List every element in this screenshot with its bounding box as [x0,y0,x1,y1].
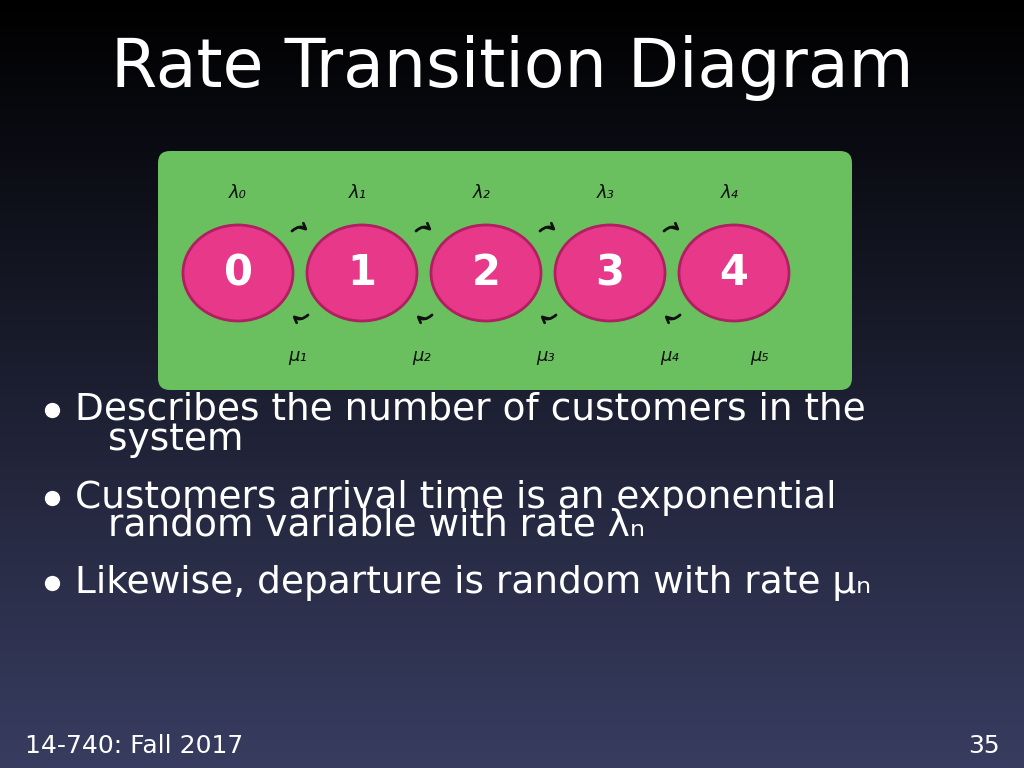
Ellipse shape [431,225,541,321]
Text: system: system [108,422,244,458]
Text: Rate Transition Diagram: Rate Transition Diagram [111,35,913,101]
Text: μ₃: μ₃ [537,347,555,365]
Text: Customers arrival time is an exponential: Customers arrival time is an exponential [75,480,837,516]
Text: λ₁: λ₁ [349,184,367,202]
Text: 1: 1 [347,252,377,294]
Text: 0: 0 [223,252,253,294]
Text: random variable with rate λₙ: random variable with rate λₙ [108,508,645,544]
Text: λ₃: λ₃ [597,184,615,202]
Text: μ₂: μ₂ [413,347,431,365]
Text: 35: 35 [969,734,1000,758]
Text: 4: 4 [720,252,749,294]
Text: 14-740: Fall 2017: 14-740: Fall 2017 [25,734,244,758]
Text: Describes the number of customers in the: Describes the number of customers in the [75,392,865,428]
Text: μ₁: μ₁ [289,347,307,365]
Text: λ₀: λ₀ [229,184,247,202]
Text: 2: 2 [472,252,501,294]
Text: μ₅: μ₅ [751,347,769,365]
Ellipse shape [183,225,293,321]
Text: λ₄: λ₄ [721,184,739,202]
FancyBboxPatch shape [158,151,852,390]
Ellipse shape [679,225,790,321]
Ellipse shape [307,225,417,321]
Text: μ₄: μ₄ [660,347,679,365]
Text: λ₂: λ₂ [473,184,490,202]
Ellipse shape [555,225,665,321]
Text: Likewise, departure is random with rate μₙ: Likewise, departure is random with rate … [75,565,871,601]
Text: 3: 3 [596,252,625,294]
